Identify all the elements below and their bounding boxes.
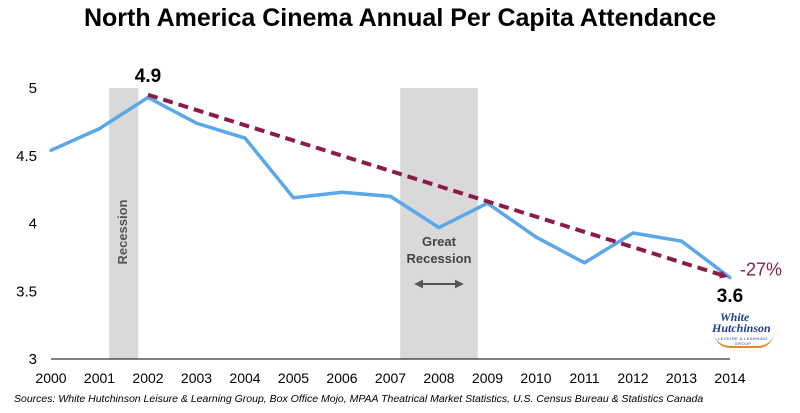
x-tick-labels: 2000 2001 2002 2003 2004 2005 2006 2007 2008 2009… <box>35 370 745 386</box>
great-recession-band <box>400 88 478 359</box>
white-hutchinson-logo: White Hutchinson LEISURE & LEARNING GROU… <box>712 310 774 356</box>
x-tick-label: 2000 <box>35 370 66 386</box>
data-point <box>631 231 635 235</box>
great-recession-label-line-1: Great <box>422 234 457 249</box>
logo-swoosh <box>714 332 774 348</box>
x-tick-label: 2009 <box>472 370 503 386</box>
data-point <box>679 239 684 243</box>
annotations: -27% 4.9 3.6 <box>135 66 782 307</box>
chart-title: North America Cinema Annual Per Capita A… <box>83 4 717 32</box>
recession-bands: Recession Great Recession <box>109 88 478 359</box>
data-point <box>534 235 538 239</box>
recession-label: Recession <box>115 199 130 264</box>
x-tick-label: 2006 <box>326 370 357 386</box>
x-tick-label: 2002 <box>132 370 163 386</box>
data-point <box>340 190 344 194</box>
attendance-line <box>50 95 732 280</box>
series-lines <box>49 95 732 280</box>
x-tick-label: 2012 <box>617 370 648 386</box>
peak-value-label: 4.9 <box>135 66 161 87</box>
y-tick-label: 4.5 <box>16 148 37 165</box>
trend-percent-label: -27% <box>740 259 782 279</box>
trend-line <box>147 92 728 279</box>
data-point <box>291 196 296 200</box>
data-point <box>388 194 393 198</box>
great-recession-label-line-2: Recession <box>406 251 471 266</box>
data-point <box>194 121 199 125</box>
x-tick-label: 2014 <box>714 370 745 386</box>
x-tick-label: 2008 <box>423 370 454 386</box>
x-tick-label: 2013 <box>666 370 697 386</box>
y-tick-labels: 3 3.5 4 4.5 5 <box>16 80 37 368</box>
data-point <box>582 261 587 265</box>
x-tick-label: 2007 <box>375 370 406 386</box>
final-value-label: 3.6 <box>717 286 743 307</box>
data-point <box>728 276 732 280</box>
x-tick-label: 2010 <box>520 370 551 386</box>
x-tick-label: 2004 <box>229 370 260 386</box>
x-tick-label: 2011 <box>569 370 599 386</box>
data-point <box>97 127 102 131</box>
x-tick-label: 2003 <box>181 370 212 386</box>
y-tick-label: 3.5 <box>16 283 37 300</box>
logo-line-1: White <box>720 310 750 324</box>
y-tick-label: 4 <box>29 216 37 233</box>
y-tick-label: 5 <box>29 80 37 97</box>
x-tick-label: 2005 <box>278 370 309 386</box>
data-point <box>437 225 441 230</box>
data-point <box>243 136 247 140</box>
data-point <box>49 148 53 152</box>
recession-band <box>109 88 139 359</box>
y-tick-label: 3 <box>29 351 37 368</box>
logo-line-2: Hutchinson <box>712 321 771 335</box>
x-tick-label: 2001 <box>84 370 115 386</box>
sources-note: Sources: White Hutchinson Leisure & Lear… <box>14 393 704 405</box>
